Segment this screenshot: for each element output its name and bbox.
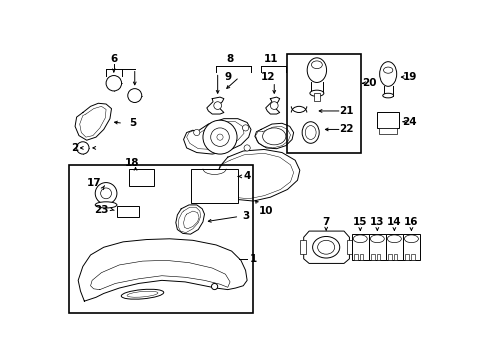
Ellipse shape <box>312 237 339 258</box>
Bar <box>405 254 408 260</box>
Text: 6: 6 <box>110 54 117 64</box>
Ellipse shape <box>306 58 326 82</box>
Ellipse shape <box>386 235 401 243</box>
Bar <box>299 240 305 254</box>
Text: 21: 21 <box>338 106 353 116</box>
Bar <box>385 234 402 260</box>
Ellipse shape <box>311 61 322 69</box>
Bar <box>402 234 419 260</box>
Bar <box>370 254 374 260</box>
Text: 2: 2 <box>71 143 79 153</box>
Bar <box>377 112 398 128</box>
Text: 16: 16 <box>404 217 418 227</box>
Text: 22: 22 <box>338 125 353 134</box>
Bar <box>376 254 380 260</box>
Circle shape <box>210 128 229 147</box>
Circle shape <box>101 188 111 199</box>
Text: 18: 18 <box>125 158 140 168</box>
Bar <box>387 254 391 260</box>
Bar <box>359 254 363 260</box>
Ellipse shape <box>121 289 163 299</box>
Circle shape <box>217 134 223 140</box>
Ellipse shape <box>352 235 366 243</box>
Text: 13: 13 <box>369 217 384 227</box>
Ellipse shape <box>302 122 319 143</box>
Bar <box>351 234 368 260</box>
Text: 4: 4 <box>243 171 250 181</box>
Bar <box>191 169 237 203</box>
Ellipse shape <box>95 202 117 208</box>
Ellipse shape <box>309 90 323 96</box>
Bar <box>378 128 397 134</box>
Bar <box>129 169 154 186</box>
Text: 5: 5 <box>128 118 136 128</box>
Circle shape <box>244 145 250 151</box>
Text: 12: 12 <box>260 72 275 82</box>
Text: 20: 20 <box>362 78 376 88</box>
Text: 14: 14 <box>386 217 401 227</box>
Bar <box>313 93 319 101</box>
Text: 3: 3 <box>242 211 249 221</box>
Circle shape <box>213 102 221 109</box>
Ellipse shape <box>305 126 315 139</box>
Bar <box>286 54 360 153</box>
Text: 23: 23 <box>94 204 108 215</box>
Text: 1: 1 <box>249 254 256 264</box>
Circle shape <box>95 183 117 204</box>
Ellipse shape <box>404 235 418 243</box>
Circle shape <box>106 76 122 91</box>
Bar <box>410 254 414 260</box>
Text: 17: 17 <box>86 178 101 188</box>
Ellipse shape <box>382 93 393 98</box>
Text: 15: 15 <box>352 217 367 227</box>
Bar <box>346 240 352 254</box>
Ellipse shape <box>127 291 158 297</box>
Ellipse shape <box>383 67 392 73</box>
Bar <box>117 206 138 217</box>
Ellipse shape <box>379 62 396 86</box>
Circle shape <box>77 142 89 154</box>
Bar <box>69 165 253 313</box>
Ellipse shape <box>369 235 384 243</box>
Text: 8: 8 <box>226 54 233 64</box>
Text: 10: 10 <box>258 206 272 216</box>
Circle shape <box>270 102 278 109</box>
Bar <box>353 254 357 260</box>
Circle shape <box>203 120 237 154</box>
Circle shape <box>193 130 200 136</box>
Polygon shape <box>303 231 349 264</box>
Bar <box>368 234 385 260</box>
Text: 7: 7 <box>322 217 329 227</box>
Circle shape <box>242 125 248 131</box>
Circle shape <box>127 89 142 103</box>
Text: 19: 19 <box>402 72 416 82</box>
Circle shape <box>211 283 217 289</box>
Text: 24: 24 <box>402 117 416 127</box>
Ellipse shape <box>262 128 285 145</box>
Text: 9: 9 <box>224 72 231 82</box>
Ellipse shape <box>317 240 334 254</box>
Bar <box>393 254 397 260</box>
Text: 11: 11 <box>264 54 278 64</box>
